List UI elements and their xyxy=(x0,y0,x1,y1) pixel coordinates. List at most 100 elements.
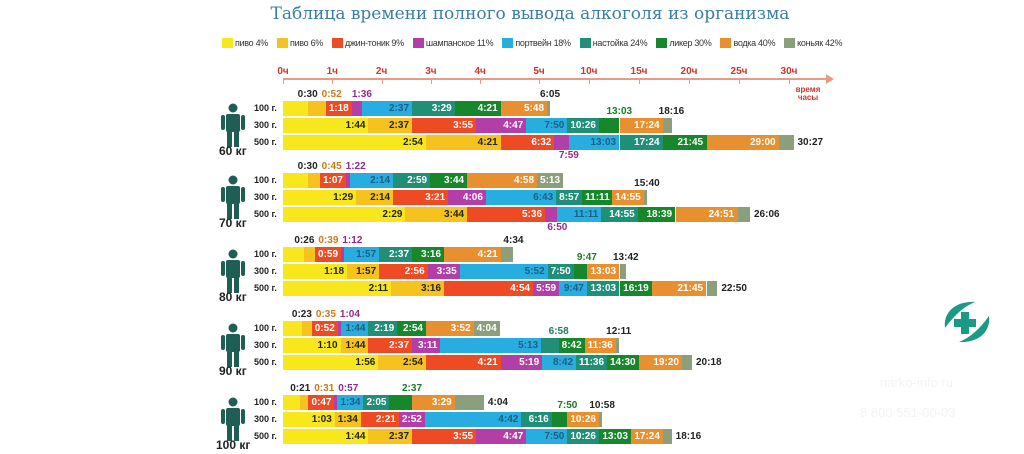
bar-segment xyxy=(389,395,412,410)
segment-time-label: 2:54 xyxy=(402,357,423,368)
segment-time-label: 1:07 xyxy=(322,175,343,186)
segment-time-label: 2:37 xyxy=(402,383,423,394)
bar-segment xyxy=(454,101,501,116)
bar-segment xyxy=(573,264,587,279)
segment-time-label: 0:45 xyxy=(321,161,342,172)
legend-label: пиво 4% xyxy=(235,38,268,48)
segment-time-label: 13:42 xyxy=(613,252,639,263)
bar-segment xyxy=(334,395,338,410)
segment-time-label: 2:52 xyxy=(401,414,422,425)
bar-segment xyxy=(500,355,543,370)
x-tick-label: 4ч xyxy=(474,66,486,77)
bar-segment xyxy=(779,135,794,150)
bar-segment xyxy=(315,247,342,262)
segment-time-label: 1:04 xyxy=(339,309,360,320)
segment-time-label: 0:52 xyxy=(314,323,335,334)
bar-segment xyxy=(412,338,440,353)
segment-time-label: 2:37 xyxy=(389,340,410,351)
bar-segment xyxy=(639,355,683,370)
bar-segment xyxy=(500,247,514,262)
bar-segment xyxy=(341,247,345,262)
x-tick xyxy=(639,78,640,84)
person-icon xyxy=(220,397,246,446)
legend-label: коньяк 42% xyxy=(797,38,843,48)
x-tick-label: 0ч xyxy=(277,66,289,77)
segment-time-label: 9:47 xyxy=(563,283,584,294)
bar-segment xyxy=(347,264,380,279)
segment-time-label: 11:36 xyxy=(579,357,605,368)
segment-time-label: 3:11 xyxy=(417,340,438,351)
segment-time-label: 20:18 xyxy=(696,357,722,368)
bar-segment xyxy=(405,207,468,222)
dose-label: 500 г. xyxy=(254,357,277,367)
bar-segment xyxy=(311,321,338,336)
bar-segment xyxy=(586,264,620,279)
segment-time-label: 17:24 xyxy=(634,137,660,148)
segment-time-label: 2:14 xyxy=(370,192,391,203)
segment-time-label: 6:32 xyxy=(531,137,552,148)
segment-time-label: 3:55 xyxy=(453,120,474,131)
bar-segment xyxy=(283,264,348,279)
segment-time-label: 18:16 xyxy=(675,431,702,442)
x-tick-label: 30ч xyxy=(780,66,798,77)
bar-segment xyxy=(283,190,357,205)
segment-time-label: 1:22 xyxy=(345,161,366,172)
segment-time-label: 3:16 xyxy=(421,283,442,294)
segment-time-label: 1:44 xyxy=(345,340,366,351)
bar-segment xyxy=(444,281,534,296)
bar-segment xyxy=(542,355,576,370)
bar-segment xyxy=(619,264,626,279)
segment-time-label: 2:37 xyxy=(389,103,410,114)
bar-segment xyxy=(425,135,501,150)
bar-segment xyxy=(576,355,607,370)
bar-segment xyxy=(319,173,346,188)
bar-segment xyxy=(547,264,574,279)
segment-time-label: 0:26 xyxy=(294,235,315,246)
bar-segment xyxy=(599,412,603,427)
bar-segment xyxy=(545,207,558,222)
bar-segment xyxy=(500,135,555,150)
bar-segment xyxy=(706,281,718,296)
legend-label: пиво 6% xyxy=(290,38,323,48)
segment-time-label: 24:51 xyxy=(708,209,735,220)
segment-time-label: 3:55 xyxy=(453,431,474,442)
bar-segment xyxy=(454,395,484,410)
bar-segment xyxy=(600,207,639,222)
segment-time-label: 1:18 xyxy=(324,266,345,277)
bar-segment xyxy=(283,355,379,370)
person-icon xyxy=(220,103,246,152)
segment-time-label: 1:03 xyxy=(311,414,332,425)
segment-time-label: 17:24 xyxy=(634,431,660,442)
bar-segment xyxy=(615,338,619,353)
segment-time-label: 7:50 xyxy=(544,431,565,442)
bar-segment xyxy=(444,247,501,262)
legend-swatch xyxy=(222,38,233,48)
segment-time-label: 2:14 xyxy=(370,175,391,186)
dose-label: 500 г. xyxy=(254,283,277,293)
segment-time-label: 1:10 xyxy=(317,340,338,351)
dose-label: 100 г. xyxy=(254,249,277,259)
weight-label: 70 кг xyxy=(219,216,247,230)
x-tick xyxy=(480,78,482,84)
legend-item: настойка 24% xyxy=(579,38,648,48)
segment-time-label: 3:44 xyxy=(444,175,465,186)
bar-segment xyxy=(425,321,474,336)
person-icon xyxy=(220,175,246,224)
segment-time-label: 6:05 xyxy=(540,89,561,100)
dose-label: 100 г. xyxy=(254,323,277,333)
bar-segment xyxy=(307,101,326,116)
legend-item: джин-тоник 9% xyxy=(332,38,404,48)
segment-time-label: 0:39 xyxy=(318,235,339,246)
segment-time-label: 26:06 xyxy=(754,209,780,220)
bar-segment xyxy=(390,281,445,296)
weight-label: 80 кг xyxy=(219,290,247,304)
dose-label: 300 г. xyxy=(254,120,277,130)
bar-segment xyxy=(304,247,316,262)
watermark-phone: 8 800 551-00-03 xyxy=(860,405,956,420)
segment-time-label: 5:52 xyxy=(524,266,545,277)
bar-segment xyxy=(586,281,620,296)
segment-time-label: 1:57 xyxy=(356,249,377,260)
bar-segment xyxy=(283,321,302,336)
bar-segment xyxy=(283,412,335,427)
segment-time-label: 4:06 xyxy=(462,192,483,203)
